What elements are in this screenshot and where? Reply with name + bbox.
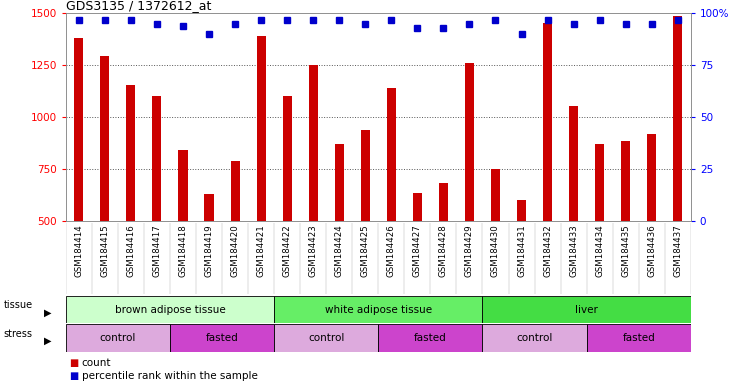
Text: white adipose tissue: white adipose tissue xyxy=(325,305,432,314)
Bar xyxy=(439,184,448,221)
Text: control: control xyxy=(308,333,344,343)
Text: ▶: ▶ xyxy=(44,307,51,317)
Bar xyxy=(75,38,83,221)
Bar xyxy=(308,65,318,221)
Text: fasted: fasted xyxy=(622,333,655,343)
Bar xyxy=(673,15,682,221)
Bar xyxy=(465,63,474,221)
Bar xyxy=(66,324,170,352)
Text: control: control xyxy=(516,333,553,343)
Text: GSM184422: GSM184422 xyxy=(283,224,292,277)
Text: GSM184426: GSM184426 xyxy=(387,224,395,277)
Text: GSM184435: GSM184435 xyxy=(621,224,630,277)
Bar xyxy=(621,141,630,221)
Bar xyxy=(100,56,110,221)
Text: GSM184425: GSM184425 xyxy=(361,224,370,277)
Bar xyxy=(274,324,379,352)
Text: fasted: fasted xyxy=(414,333,447,343)
Text: GSM184414: GSM184414 xyxy=(75,224,83,277)
Bar xyxy=(586,324,691,352)
Text: ▶: ▶ xyxy=(44,336,51,346)
Text: GSM184429: GSM184429 xyxy=(465,224,474,277)
Bar xyxy=(274,296,482,323)
Text: GSM184420: GSM184420 xyxy=(230,224,240,277)
Bar xyxy=(283,96,292,221)
Text: ■: ■ xyxy=(69,371,79,381)
Bar xyxy=(482,296,691,323)
Text: GDS3135 / 1372612_at: GDS3135 / 1372612_at xyxy=(66,0,211,12)
Text: stress: stress xyxy=(4,329,33,339)
Bar xyxy=(595,144,605,221)
Text: control: control xyxy=(99,333,136,343)
Bar xyxy=(335,144,344,221)
Text: GSM184434: GSM184434 xyxy=(595,224,604,277)
Bar xyxy=(230,161,240,221)
Bar xyxy=(152,96,162,221)
Bar xyxy=(66,296,274,323)
Text: tissue: tissue xyxy=(4,300,33,310)
Bar xyxy=(517,200,526,221)
Bar xyxy=(387,88,396,221)
Bar xyxy=(491,169,500,221)
Text: GSM184421: GSM184421 xyxy=(257,224,265,277)
Text: GSM184428: GSM184428 xyxy=(439,224,448,277)
Bar xyxy=(647,134,656,221)
Text: GSM184432: GSM184432 xyxy=(543,224,552,277)
Text: percentile rank within the sample: percentile rank within the sample xyxy=(82,371,258,381)
Bar xyxy=(126,85,135,221)
Text: fasted: fasted xyxy=(205,333,238,343)
Text: GSM184436: GSM184436 xyxy=(647,224,656,277)
Text: GSM184424: GSM184424 xyxy=(335,224,344,277)
Text: GSM184430: GSM184430 xyxy=(491,224,500,277)
Text: GSM184415: GSM184415 xyxy=(100,224,110,277)
Bar xyxy=(378,324,482,352)
Bar xyxy=(482,324,586,352)
Text: brown adipose tissue: brown adipose tissue xyxy=(115,305,225,314)
Text: liver: liver xyxy=(575,305,598,314)
Text: GSM184418: GSM184418 xyxy=(178,224,187,277)
Text: GSM184431: GSM184431 xyxy=(517,224,526,277)
Bar xyxy=(170,324,274,352)
Bar xyxy=(205,194,213,221)
Bar xyxy=(360,129,370,221)
Text: ■: ■ xyxy=(69,358,79,368)
Text: GSM184433: GSM184433 xyxy=(569,224,578,277)
Text: GSM184416: GSM184416 xyxy=(126,224,135,277)
Text: GSM184423: GSM184423 xyxy=(308,224,318,277)
Bar xyxy=(413,193,422,221)
Text: GSM184437: GSM184437 xyxy=(673,224,682,277)
Bar xyxy=(569,106,578,221)
Text: GSM184417: GSM184417 xyxy=(153,224,162,277)
Bar xyxy=(178,150,188,221)
Bar xyxy=(257,36,265,221)
Text: GSM184419: GSM184419 xyxy=(205,224,213,277)
Text: count: count xyxy=(82,358,111,368)
Text: GSM184427: GSM184427 xyxy=(413,224,422,277)
Bar xyxy=(543,23,552,221)
